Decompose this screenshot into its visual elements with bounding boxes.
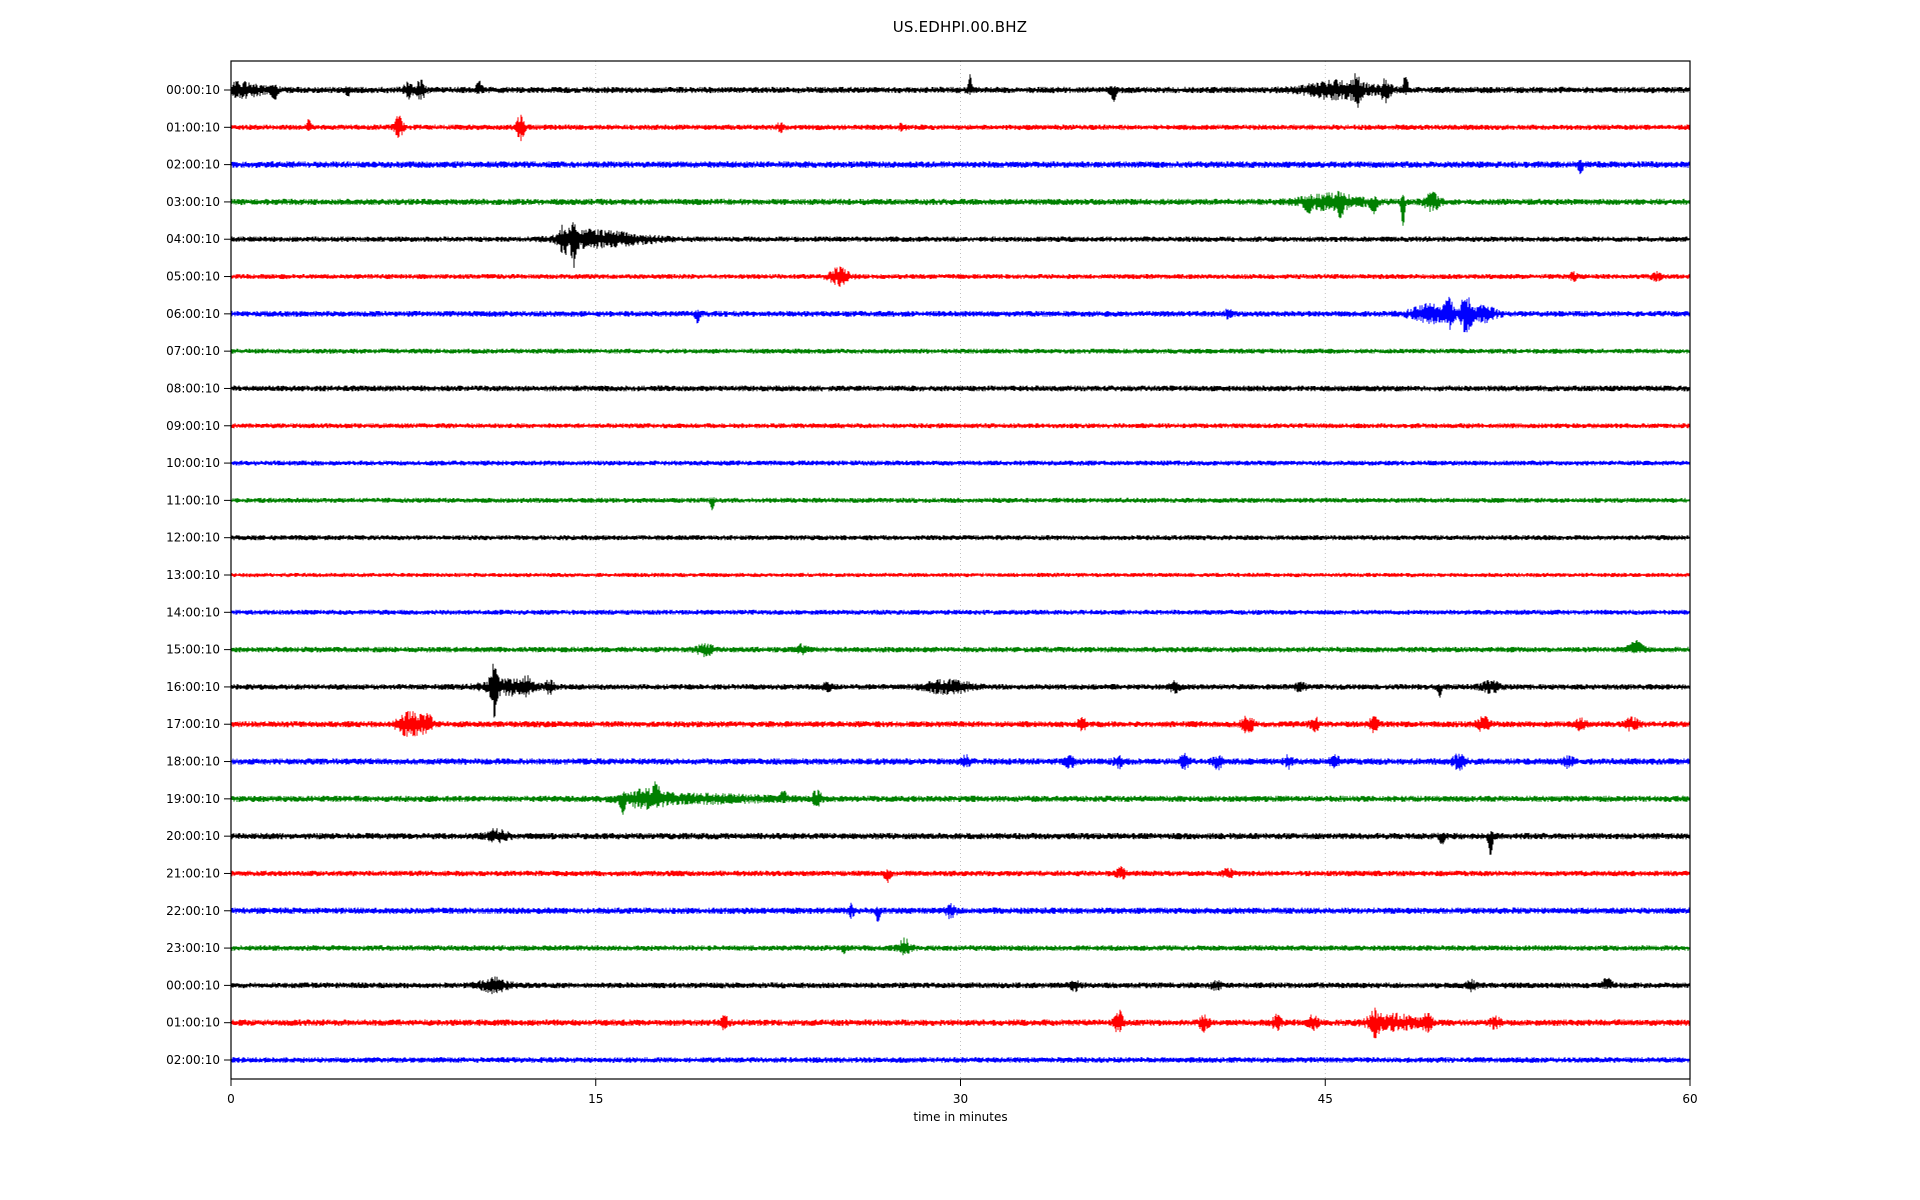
- x-tick-label: 0: [227, 1092, 235, 1106]
- trace-row: [230, 1007, 1690, 1039]
- trace-row: [230, 114, 1690, 142]
- trace-row: [230, 902, 1690, 922]
- trace-row: [230, 781, 1690, 815]
- trace-row: [230, 497, 1690, 511]
- y-tick-label: 04:00:10: [166, 232, 220, 246]
- y-tick-label: 03:00:10: [166, 195, 220, 209]
- y-tick-label: 05:00:10: [166, 270, 220, 284]
- x-tick-label: 45: [1318, 1092, 1333, 1106]
- y-tick-label: 08:00:10: [166, 381, 220, 395]
- trace-row: [230, 711, 1690, 737]
- trace-row: [230, 752, 1690, 771]
- x-tick-label: 30: [953, 1092, 968, 1106]
- trace-row: [230, 572, 1690, 578]
- y-tick-label: 02:00:10: [166, 1053, 220, 1067]
- trace-row: [230, 385, 1690, 392]
- y-tick-label: 20:00:10: [166, 829, 220, 843]
- x-tick-label: 60: [1682, 1092, 1697, 1106]
- trace-row: [230, 640, 1690, 658]
- y-tick-label: 15:00:10: [166, 643, 220, 657]
- y-tick-label: 06:00:10: [166, 307, 220, 321]
- y-tick-label: 09:00:10: [166, 419, 220, 433]
- y-tick-label: 00:00:10: [166, 83, 220, 97]
- x-axis-label: time in minutes: [913, 1110, 1007, 1124]
- trace-row: [230, 73, 1690, 108]
- y-tick-label: 07:00:10: [166, 344, 220, 358]
- y-tick-label: 16:00:10: [166, 680, 220, 694]
- trace-row: [230, 222, 1690, 268]
- page-title: US.EDHPI.00.BHZ: [0, 18, 1920, 36]
- trace-row: [230, 866, 1690, 883]
- y-tick-label: 17:00:10: [166, 717, 220, 731]
- y-tick-label: 19:00:10: [166, 792, 220, 806]
- trace-row: [230, 460, 1690, 466]
- trace-row: [230, 266, 1690, 287]
- y-tick-label: 00:00:10: [166, 978, 220, 992]
- trace-row: [230, 976, 1690, 995]
- y-tick-label: 14:00:10: [166, 605, 220, 619]
- trace-row: [230, 159, 1690, 175]
- x-tick-label: 15: [588, 1092, 603, 1106]
- y-tick-label: 23:00:10: [166, 941, 220, 955]
- y-tick-label: 13:00:10: [166, 568, 220, 582]
- trace-row: [230, 828, 1690, 855]
- trace-row: [230, 423, 1690, 429]
- trace-row: [230, 190, 1690, 226]
- y-tick-label: 10:00:10: [166, 456, 220, 470]
- trace-row: [230, 609, 1690, 615]
- y-tick-label: 22:00:10: [166, 904, 220, 918]
- y-tick-label: 12:00:10: [166, 531, 220, 545]
- y-tick-label: 21:00:10: [166, 866, 220, 880]
- y-tick-label: 01:00:10: [166, 1016, 220, 1030]
- station-channel-title: US.EDHPI.00.BHZ: [892, 18, 1028, 36]
- trace-row: [230, 1057, 1690, 1063]
- y-tick-label: 18:00:10: [166, 755, 220, 769]
- y-tick-label: 02:00:10: [166, 158, 220, 172]
- y-tick-label: 01:00:10: [166, 120, 220, 134]
- trace-row: [230, 348, 1690, 354]
- trace-row: [230, 296, 1690, 333]
- trace-row: [230, 535, 1690, 541]
- trace-row: [230, 937, 1690, 956]
- trace-row: [230, 663, 1690, 718]
- y-tick-label: 11:00:10: [166, 493, 220, 507]
